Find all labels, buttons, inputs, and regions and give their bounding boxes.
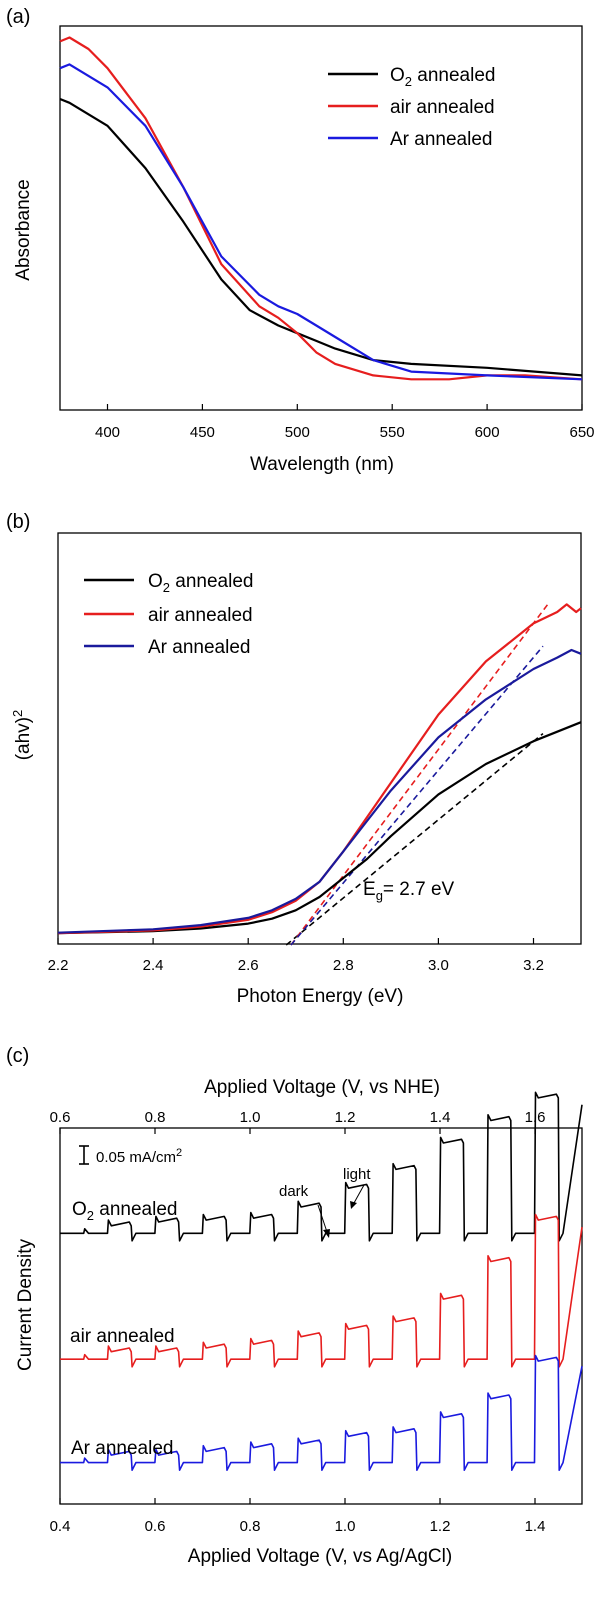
top-x-tick-label: 1.2 (335, 1109, 356, 1126)
legend-label-o2: O2 annealed (390, 65, 495, 89)
x-tick-label: 0.8 (240, 1518, 261, 1535)
dark-arrow-head (323, 1229, 330, 1238)
x-tick-label: 1.2 (430, 1518, 451, 1535)
x-tick-label: 600 (475, 424, 500, 441)
panel-a-xlabel: Wavelength (nm) (250, 454, 394, 475)
scale-bar-label: 0.05 mA/cm2 (96, 1147, 182, 1166)
panel-b-curves (57, 603, 582, 935)
x-tick-label: 550 (380, 424, 405, 441)
x-tick-label: 3.2 (523, 957, 544, 974)
legend-label-ar: Ar annealed (148, 637, 250, 658)
panel-c-label: (c) (6, 1045, 29, 1067)
x-tick-label: 650 (569, 424, 594, 441)
light-annotation: light (343, 1166, 371, 1183)
panel-a-curves (59, 36, 583, 381)
legend-label-air: air annealed (148, 605, 253, 626)
fit-line-air (290, 603, 549, 946)
panel-b-xlabel: Photon Energy (eV) (237, 986, 404, 1007)
panel-a-legend: O2 annealed air annealed Ar annealed (328, 65, 495, 150)
x-tick-label: 2.8 (333, 957, 354, 974)
series-air-current (60, 1213, 583, 1368)
series-o2-current (60, 1091, 583, 1242)
dark-arrow (317, 1204, 328, 1233)
panel-a-x-ticklabels: 400 450 500 550 600 650 (95, 424, 595, 441)
panel-c-ylabel: Current Density (15, 1239, 36, 1371)
panel-c-ticks (59, 1128, 536, 1504)
legend-label-ar: Ar annealed (390, 129, 492, 150)
top-x-tick-label: 1.4 (430, 1109, 451, 1126)
series-o2-absorbance (59, 97, 583, 377)
panel-a-label: (a) (6, 6, 30, 28)
series-label-o2: O2 annealed (72, 1199, 177, 1223)
light-arrow (353, 1184, 365, 1204)
panel-c: (c) Applied Voltage (V, vs NHE) 0.6 0.8 … (6, 1045, 583, 1567)
panel-a-ylabel: Absorbance (13, 179, 34, 280)
panel-c-frame (59, 1127, 583, 1505)
legend-label-air: air annealed (390, 97, 495, 118)
panel-c-curves (60, 1091, 583, 1471)
x-tick-label: 1.0 (335, 1518, 356, 1535)
panel-a-ticks (106, 404, 583, 410)
x-tick-label: 1.4 (525, 1518, 546, 1535)
legend-label-o2: O2 annealed (148, 571, 253, 595)
series-ar-absorbance (59, 63, 583, 381)
series-ar-current (60, 1354, 583, 1471)
top-x-tick-label: 1.0 (240, 1109, 261, 1126)
series-label-air: air annealed (70, 1326, 175, 1347)
light-arrow-head (350, 1201, 357, 1209)
series-o2-tauc (57, 721, 582, 935)
panel-b-legend: O2 annealed air annealed Ar annealed (84, 571, 253, 658)
panel-c-xlabel: Applied Voltage (V, vs Ag/AgCl) (188, 1546, 452, 1567)
top-x-tick-label: 0.8 (145, 1109, 166, 1126)
panel-b-frame (57, 532, 582, 945)
x-tick-label: 0.4 (50, 1518, 71, 1535)
x-tick-label: 0.6 (145, 1518, 166, 1535)
series-air-absorbance (59, 36, 583, 381)
panel-a: (a) 400 450 500 550 600 650 Wavelength (… (6, 6, 595, 475)
panel-c-top-ticklabels: 0.6 0.8 1.0 1.2 1.4 1.6 (50, 1109, 546, 1126)
panel-c-x-ticklabels: 0.4 0.6 0.8 1.0 1.2 1.4 (50, 1518, 546, 1535)
series-label-ar: Ar annealed (71, 1438, 173, 1459)
panel-c-top-xlabel: Applied Voltage (V, vs NHE) (204, 1077, 440, 1098)
x-tick-label: 2.6 (238, 957, 259, 974)
x-tick-label: 3.0 (428, 957, 449, 974)
x-tick-label: 2.4 (143, 957, 164, 974)
panel-b-ylabel: (ahv)2 (10, 710, 34, 761)
series-air-tauc (57, 603, 582, 935)
panel-b-fit-lines (285, 603, 549, 946)
fit-line-o2 (285, 732, 544, 946)
panel-b-x-ticklabels: 2.2 2.4 2.6 2.8 3.0 3.2 (48, 957, 544, 974)
x-tick-label: 400 (95, 424, 120, 441)
scale-bar: 0.05 mA/cm2 (79, 1145, 182, 1166)
band-gap-annotation: Eg= 2.7 eV (363, 879, 455, 903)
top-x-tick-label: 0.6 (50, 1109, 71, 1126)
fit-line-ar (290, 645, 544, 946)
panel-a-frame (59, 25, 583, 411)
panel-b: (b) 2.2 2.4 2.6 2.8 3.0 3.2 Photon Energ… (6, 511, 582, 1007)
x-tick-label: 2.2 (48, 957, 69, 974)
dark-annotation: dark (279, 1183, 309, 1200)
panel-b-ticks (57, 938, 535, 944)
series-ar-tauc (57, 648, 582, 934)
panel-b-label: (b) (6, 511, 30, 533)
x-tick-label: 500 (285, 424, 310, 441)
x-tick-label: 450 (190, 424, 215, 441)
